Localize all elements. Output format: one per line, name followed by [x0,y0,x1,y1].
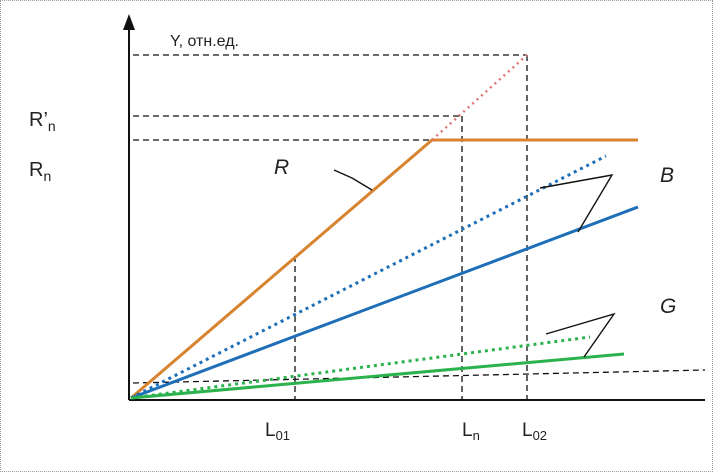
series-r-extension [431,54,528,141]
y-axis-label: Y, отн.ед. [170,33,239,50]
tick-label-rn: Rn [29,159,51,184]
tick-label-l01: L01 [265,420,290,443]
curve-label-g: G [660,295,676,318]
guide-lines [132,54,706,400]
tick-label-rn-prime: R’n [29,109,56,134]
curve-label-b: B [660,164,674,187]
guide-baseline [132,369,706,384]
leader-r [333,169,373,191]
series-b-solid [130,205,639,400]
tick-label-l02: L02 [522,420,547,443]
series-b-dotted [130,154,607,400]
tick-label-ln: Ln [462,420,480,443]
leader-g [545,312,616,358]
leader-b [539,174,614,233]
leader-lines [333,169,616,358]
y-axis-arrow [123,14,135,30]
curve-label-r: R [274,156,289,179]
series-g-solid [130,352,625,400]
series-g-dotted [130,335,591,400]
